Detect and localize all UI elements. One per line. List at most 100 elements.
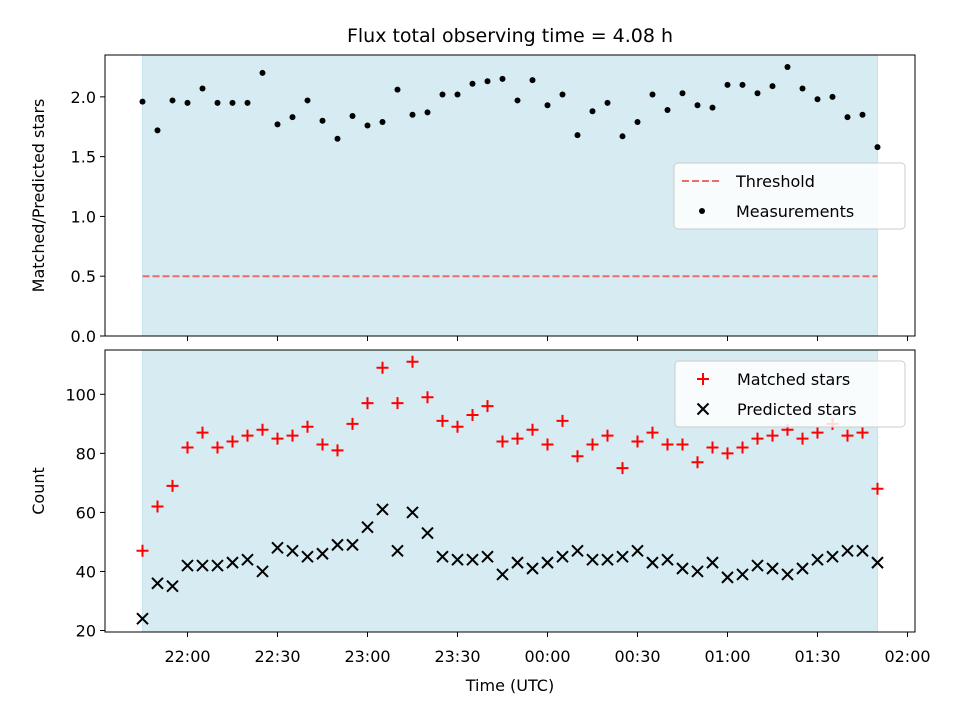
data-point [556,550,569,563]
data-point [436,414,449,427]
chart-title: Flux total observing time = 4.08 h [347,25,673,47]
data-point [754,90,761,97]
data-point [706,556,719,569]
legend: Threshold Measurements [673,162,906,230]
data-point [274,121,281,128]
data-point [649,91,656,98]
y-tick-label: 20 [76,622,96,641]
data-point [316,438,329,451]
x-axis-label: Time (UTC) [465,676,554,695]
data-point [466,408,479,421]
y-tick-label: 1.0 [71,207,96,226]
data-point [259,69,266,76]
data-point [511,556,524,569]
data-point [586,438,599,451]
data-point [256,423,269,436]
data-point [706,441,719,454]
data-point [211,441,224,454]
data-point [406,355,419,368]
x-tick-label: 01:00 [704,647,750,666]
data-point [136,612,149,625]
data-point [679,90,686,97]
data-point [619,133,626,140]
series-predicted-stars [136,503,884,625]
y-tick-label: 80 [76,444,96,463]
axes-frame [104,54,916,337]
data-point [241,429,254,442]
data-point [436,550,449,563]
data-point [139,98,146,105]
data-point [394,86,401,93]
data-point [721,571,734,584]
data-point [841,544,854,558]
legend-box [673,162,906,230]
x-tick-label: 23:30 [434,647,480,666]
data-point [181,559,194,572]
data-point [496,568,509,581]
data-point [601,429,614,442]
data-point [181,441,194,454]
data-point [271,541,284,555]
legend: Matched stars Predicted stars [674,360,906,428]
y-tick-label: 2.0 [71,88,96,107]
x-tick-label: 22:30 [254,647,300,666]
x-tick-label: 01:30 [794,647,840,666]
data-point [286,544,299,558]
data-point [691,456,704,469]
data-point [844,114,851,121]
data-point [196,426,209,439]
data-point [571,544,584,558]
data-point [574,132,581,139]
data-point [616,550,629,563]
data-point [166,580,179,593]
data-point [826,550,839,563]
legend-handle [699,208,705,214]
legend-label: Matched stars [737,370,850,389]
data-point [526,562,539,575]
legend-box [674,360,906,428]
data-point [256,565,269,578]
data-point [289,114,296,121]
data-point [229,99,236,106]
data-point [481,550,494,563]
data-point [196,559,209,572]
data-point [736,568,749,581]
data-point [661,438,674,451]
data-point [481,400,494,413]
data-point [829,93,836,100]
data-point [766,429,779,442]
data-point [304,97,311,104]
data-point [379,118,386,125]
x-tick-label: 22:00 [164,647,210,666]
data-point [346,417,359,430]
data-point [214,99,221,106]
data-point [799,85,806,92]
legend-label: Predicted stars [737,400,857,419]
data-point [781,568,794,581]
data-point [154,127,161,134]
data-point [184,99,191,106]
data-point [454,91,461,98]
data-point [331,538,344,552]
data-point [409,111,416,118]
data-point [451,420,464,433]
data-point [766,562,779,575]
data-point [364,122,371,129]
data-point [646,556,659,569]
data-point [424,109,431,116]
data-point [751,559,764,572]
data-point [751,432,764,445]
y-axis-label: Count [29,467,48,515]
y-tick-label: 40 [76,562,96,581]
data-point [361,520,374,534]
y-tick-label: 60 [76,503,96,522]
data-point [571,450,584,463]
data-point [559,91,566,98]
y-axis-label: Matched/Predicted stars [29,99,48,293]
data-point [514,97,521,104]
data-point [631,435,644,448]
data-point [616,462,629,475]
data-point [226,435,239,448]
data-point [484,78,491,85]
